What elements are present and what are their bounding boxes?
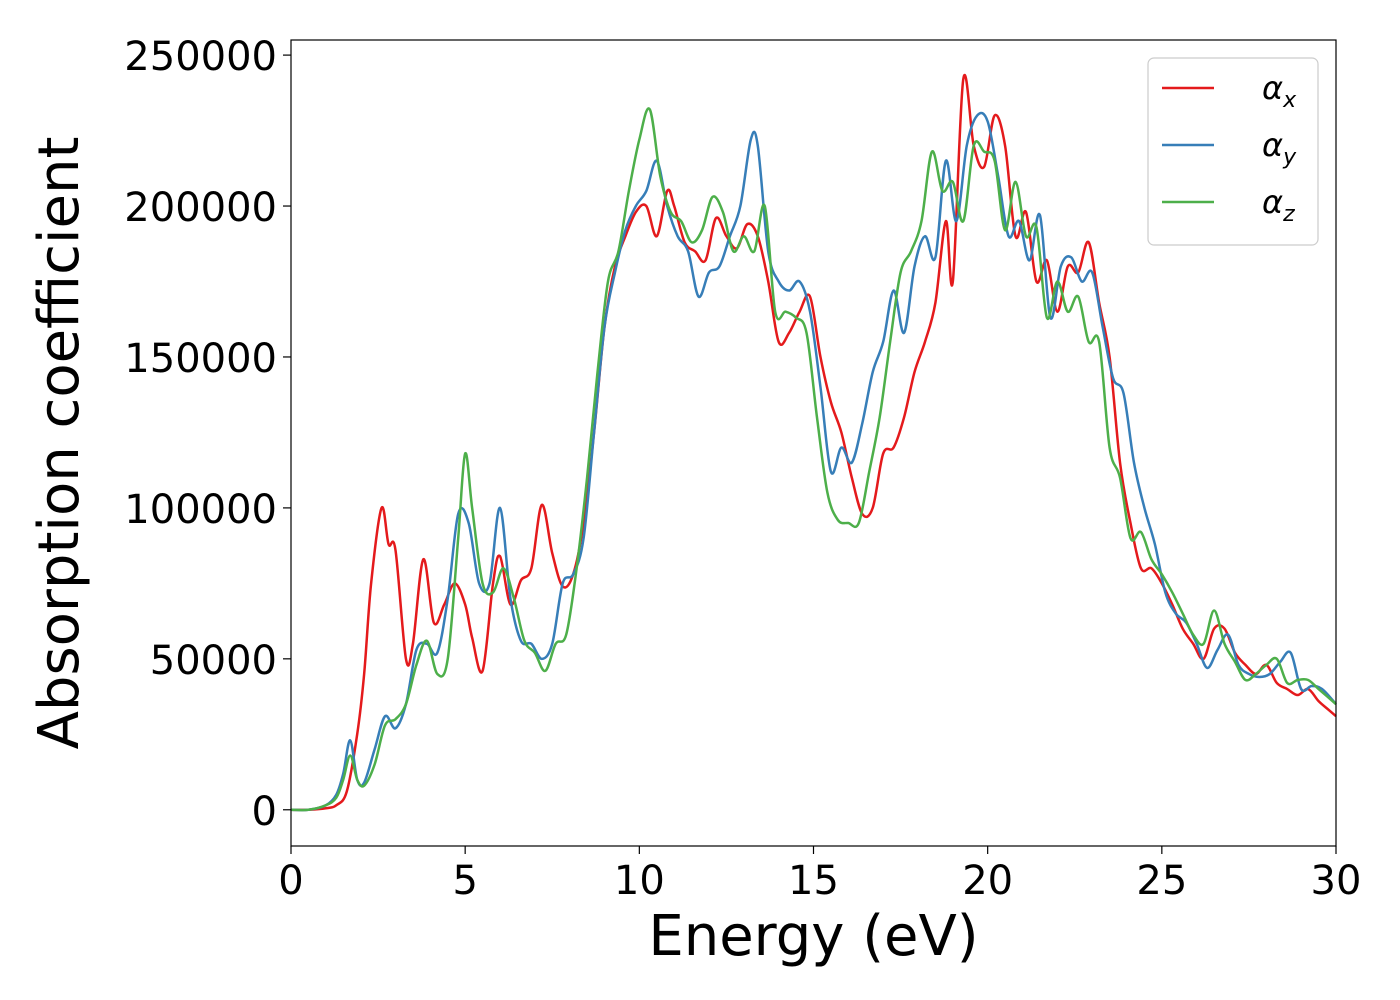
x-tick-label: 15	[788, 858, 839, 904]
x-tick-label: 30	[1311, 858, 1362, 904]
x-axis-title: Energy (eV)	[648, 904, 978, 969]
x-axis: 0 5 10 15 20 25 30	[278, 846, 1361, 904]
x-tick-label: 5	[452, 858, 477, 904]
legend-label-x: αx	[1262, 69, 1297, 113]
legend-label-y: αy	[1262, 126, 1297, 170]
x-tick-label: 10	[614, 858, 665, 904]
y-axis: 0 50000 100000 150000 200000 250000	[124, 34, 291, 835]
y-tick-label: 50000	[150, 638, 277, 684]
series-layer	[290, 74, 1337, 812]
series-line-z	[290, 107, 1337, 812]
y-tick-label: 0	[252, 789, 277, 835]
legend-box	[1147, 57, 1319, 246]
y-tick-label: 150000	[124, 336, 277, 382]
legend: αx αy αz	[1147, 57, 1319, 246]
series-line-x	[290, 74, 1337, 812]
y-axis-title: Absorption coefficient	[27, 137, 92, 750]
legend-label-z: αz	[1262, 183, 1295, 227]
y-tick-label: 250000	[124, 34, 277, 80]
y-tick-label: 200000	[124, 185, 277, 231]
x-tick-label: 0	[278, 858, 303, 904]
y-tick-label: 100000	[124, 487, 277, 533]
x-tick-label: 25	[1136, 858, 1187, 904]
x-tick-label: 20	[962, 858, 1013, 904]
series-line-y	[290, 111, 1337, 812]
